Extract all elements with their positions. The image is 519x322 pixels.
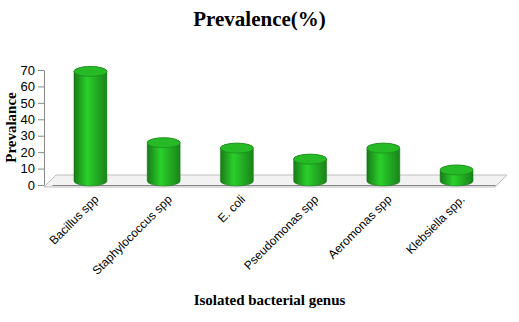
bar (440, 165, 473, 186)
bar-cap (220, 143, 253, 153)
y-tick: 60 (21, 79, 44, 94)
y-tick: 70 (21, 63, 44, 78)
y-tick: 40 (21, 112, 44, 127)
x-tick: Aeromonas spp (325, 185, 395, 262)
y-axis-line (44, 71, 45, 186)
chart-container: Prevalence(%) 0 1020 304050 6070 Bacillus spp… (0, 0, 519, 322)
y-tick-label: 40 (21, 112, 35, 127)
y-tick-label: 30 (21, 128, 35, 143)
x-tick-label: Aeromonas spp (325, 192, 395, 262)
bar (74, 66, 107, 186)
x-tick: Pseudomonas spp (241, 185, 321, 273)
bar-cap (440, 165, 473, 175)
y-tick-mark (38, 86, 44, 87)
x-tick: Bacillus spp (46, 185, 101, 247)
y-tick-mark (38, 169, 44, 170)
y-tick: 0 (28, 178, 44, 193)
y-tick-label: 60 (21, 79, 35, 94)
y-axis-title: Prevalance (3, 92, 19, 163)
y-tick-mark (38, 185, 44, 186)
y-tick-label: 0 (28, 178, 35, 193)
x-tick-label: Bacillus spp (46, 192, 101, 247)
bar (294, 154, 327, 186)
bar (147, 138, 180, 186)
title: Prevalence(%) (193, 7, 326, 31)
x-axis-line (53, 185, 496, 186)
y-tick-mark (38, 152, 44, 153)
chart-svg: Prevalence(%) 0 1020 304050 6070 Bacillus spp… (0, 0, 519, 322)
y-tick: 50 (21, 96, 44, 111)
x-axis-title: Isolated bacterial genus (194, 292, 346, 308)
y-axis: 0 1020 304050 6070 (21, 63, 45, 193)
bar (220, 143, 253, 186)
y-tick: 10 (21, 161, 44, 176)
bar-cap (147, 138, 180, 148)
y-tick-label: 10 (21, 161, 35, 176)
x-tick-label: Staphylococcus spp (90, 192, 176, 278)
y-tick-mark (38, 119, 44, 120)
x-tick: Staphylococcus spp (90, 185, 176, 278)
x-tick: Klebsiella spp. (403, 185, 468, 257)
floor (44, 175, 507, 187)
bar-cap (74, 66, 107, 76)
y-tick-mark (38, 136, 44, 137)
y-tick-label: 70 (21, 63, 35, 78)
y-tick-label: 20 (21, 145, 35, 160)
x-tick-label: Pseudomonas spp (241, 192, 321, 272)
y-tick-mark (38, 103, 44, 104)
y-tick-mark (38, 70, 44, 71)
y-tick-label: 50 (21, 96, 35, 111)
bar-cap (294, 154, 327, 164)
x-tick-label: E. coli (215, 192, 248, 225)
x-tick-label: Klebsiella spp. (403, 192, 468, 257)
x-tick: E. coli (215, 185, 248, 225)
y-tick: 30 (21, 128, 44, 143)
bar-cap (367, 143, 400, 153)
x-axis: Bacillus sppStaphylococcus spp E. coliPse… (46, 185, 495, 278)
y-tick: 20 (21, 145, 44, 160)
bars (74, 66, 473, 186)
bar (367, 143, 400, 186)
